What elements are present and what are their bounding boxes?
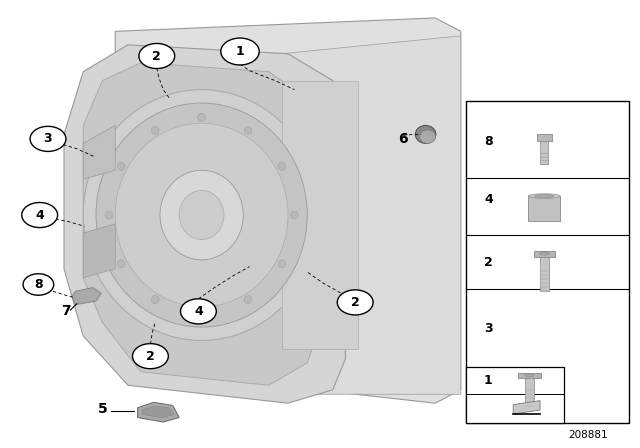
- FancyBboxPatch shape: [528, 196, 560, 221]
- Ellipse shape: [198, 309, 205, 317]
- Text: 208881: 208881: [568, 430, 608, 439]
- FancyBboxPatch shape: [466, 101, 629, 423]
- FancyBboxPatch shape: [540, 141, 548, 164]
- Polygon shape: [513, 401, 540, 414]
- Ellipse shape: [244, 296, 252, 304]
- FancyBboxPatch shape: [536, 134, 552, 141]
- Ellipse shape: [534, 195, 554, 198]
- Polygon shape: [83, 63, 320, 385]
- Text: 8: 8: [34, 278, 43, 291]
- Polygon shape: [282, 81, 358, 349]
- Text: 2: 2: [146, 349, 155, 363]
- Ellipse shape: [420, 130, 436, 143]
- Polygon shape: [282, 36, 461, 394]
- Ellipse shape: [528, 194, 560, 198]
- Text: 1: 1: [236, 45, 244, 58]
- Ellipse shape: [83, 90, 320, 340]
- Text: 2: 2: [351, 296, 360, 309]
- Circle shape: [22, 202, 58, 228]
- Circle shape: [30, 126, 66, 151]
- FancyBboxPatch shape: [540, 257, 548, 291]
- Text: 5: 5: [97, 402, 108, 417]
- Ellipse shape: [105, 211, 113, 219]
- Text: 3: 3: [44, 132, 52, 146]
- FancyBboxPatch shape: [466, 367, 564, 423]
- Polygon shape: [83, 224, 115, 278]
- Ellipse shape: [179, 190, 224, 240]
- Polygon shape: [115, 18, 461, 403]
- Text: 3: 3: [484, 322, 493, 335]
- Text: 6: 6: [398, 132, 408, 146]
- Polygon shape: [72, 288, 101, 305]
- Ellipse shape: [115, 123, 288, 307]
- Text: 8: 8: [484, 134, 493, 148]
- Ellipse shape: [415, 125, 436, 143]
- Ellipse shape: [198, 113, 205, 121]
- Ellipse shape: [244, 126, 252, 134]
- Ellipse shape: [96, 103, 307, 327]
- Text: 2: 2: [152, 49, 161, 63]
- Text: 4: 4: [484, 193, 493, 206]
- Circle shape: [180, 299, 216, 324]
- FancyBboxPatch shape: [525, 378, 534, 406]
- Text: 4: 4: [35, 208, 44, 222]
- Circle shape: [23, 274, 54, 295]
- Ellipse shape: [117, 260, 125, 268]
- Text: 2: 2: [484, 255, 493, 269]
- Text: 4: 4: [194, 305, 203, 318]
- Text: 1: 1: [483, 374, 492, 387]
- Ellipse shape: [278, 162, 286, 170]
- Ellipse shape: [525, 374, 534, 377]
- Circle shape: [132, 344, 168, 369]
- Circle shape: [221, 38, 259, 65]
- FancyBboxPatch shape: [534, 251, 555, 257]
- Circle shape: [139, 43, 175, 69]
- Circle shape: [337, 290, 373, 315]
- Ellipse shape: [151, 296, 159, 304]
- Ellipse shape: [540, 252, 549, 255]
- Ellipse shape: [117, 162, 125, 170]
- Ellipse shape: [291, 211, 298, 219]
- Text: 7: 7: [61, 304, 71, 319]
- Ellipse shape: [160, 170, 243, 260]
- Polygon shape: [142, 406, 174, 418]
- Ellipse shape: [278, 260, 286, 268]
- Polygon shape: [64, 45, 346, 403]
- Polygon shape: [138, 402, 179, 422]
- Ellipse shape: [152, 126, 159, 134]
- FancyBboxPatch shape: [518, 373, 541, 378]
- Polygon shape: [83, 125, 115, 179]
